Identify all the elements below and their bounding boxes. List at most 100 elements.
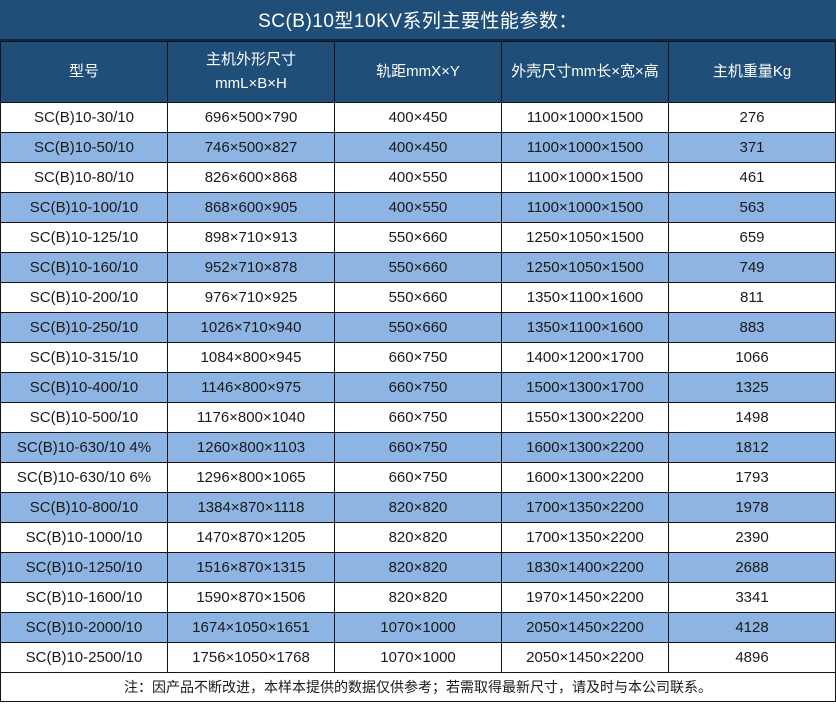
table-row: SC(B)10-2000/10 1674×1050×1651 1070×1000 20… [0,612,836,643]
cell: 746×500×827 [167,132,335,163]
cell: SC(B)10-630/10 6% [0,462,168,493]
cell: 550×660 [334,312,502,343]
cell: 1296×800×1065 [167,462,335,493]
cell: 550×660 [334,282,502,313]
table-row: SC(B)10-630/10 6% 1296×800×1065 660×750 160… [0,462,836,493]
cell: 1830×1400×2200 [501,552,669,583]
cell: 820×820 [334,582,502,613]
cell: 660×750 [334,462,502,493]
column-header: 轨距mmX×Y [334,41,502,103]
cell: 1026×710×940 [167,312,335,343]
cell: 820×820 [334,492,502,523]
cell: 696×500×790 [167,102,335,133]
table-row: SC(B)10-500/10 1176×800×1040 660×750 1550×1… [0,402,836,433]
cell: 820×820 [334,552,502,583]
cell: 660×750 [334,432,502,463]
cell: 1100×1000×1500 [501,192,669,223]
table-body: SC(B)10-30/10 696×500×790 400×450 1100×1000… [0,102,836,673]
cell: 1325 [668,372,836,403]
header-row: 型号 主机外形尺寸 mmL×B×H 轨距mmX×Y 外壳尺寸mm长×宽×高 主机重量Kg [0,41,836,103]
cell: 1260×800×1103 [167,432,335,463]
cell: SC(B)10-125/10 [0,222,168,253]
table-row: SC(B)10-630/10 4% 1260×800×1103 660×750 160… [0,432,836,463]
cell: 1070×1000 [334,612,502,643]
table-row: SC(B)10-250/10 1026×710×940 550×660 1350×11… [0,312,836,343]
cell: 826×600×868 [167,162,335,193]
cell: 1100×1000×1500 [501,102,669,133]
table-header: 型号 主机外形尺寸 mmL×B×H 轨距mmX×Y 外壳尺寸mm长×宽×高 主机重量Kg [0,41,836,103]
cell: 1384×870×1118 [167,492,335,523]
cell: 1978 [668,492,836,523]
cell: SC(B)10-400/10 [0,372,168,403]
cell: SC(B)10-1600/10 [0,582,168,613]
cell: 1700×1350×2200 [501,522,669,553]
cell: 660×750 [334,402,502,433]
cell: SC(B)10-2500/10 [0,642,168,673]
cell: 1070×1000 [334,642,502,673]
column-header: 主机重量Kg [668,41,836,103]
cell: 811 [668,282,836,313]
cell: SC(B)10-2000/10 [0,612,168,643]
cell: 1970×1450×2200 [501,582,669,613]
cell: 3341 [668,582,836,613]
cell: 400×450 [334,102,502,133]
cell: SC(B)10-1250/10 [0,552,168,583]
table-row: SC(B)10-1600/10 1590×870×1506 820×820 1970×… [0,582,836,613]
cell: SC(B)10-100/10 [0,192,168,223]
cell: 820×820 [334,522,502,553]
table-row: SC(B)10-50/10 746×500×827 400×450 1100×1000… [0,132,836,163]
cell: 400×450 [334,132,502,163]
cell: SC(B)10-50/10 [0,132,168,163]
cell: 1470×870×1205 [167,522,335,553]
table-row: SC(B)10-800/10 1384×870×1118 820×820 1700×1… [0,492,836,523]
cell: 2390 [668,522,836,553]
cell: 1100×1000×1500 [501,162,669,193]
cell: 1100×1000×1500 [501,132,669,163]
column-header: 外壳尺寸mm长×宽×高 [501,41,669,103]
cell: 1250×1050×1500 [501,222,669,253]
cell: 371 [668,132,836,163]
cell: SC(B)10-30/10 [0,102,168,133]
cell: 868×600×905 [167,192,335,223]
cell: 1498 [668,402,836,433]
cell: 1674×1050×1651 [167,612,335,643]
table-footer: 注：因产品不断改进，本样本提供的数据仅供参考；若需取得最新尺寸，请及时与本公司联… [0,672,836,702]
cell: SC(B)10-315/10 [0,342,168,373]
column-header: 主机外形尺寸 mmL×B×H [167,41,335,103]
column-header: 型号 [0,41,168,103]
cell: 1516×870×1315 [167,552,335,583]
cell: 1600×1300×2200 [501,432,669,463]
cell: SC(B)10-160/10 [0,252,168,283]
cell: 1084×800×945 [167,342,335,373]
cell: 1793 [668,462,836,493]
cell: 660×750 [334,342,502,373]
cell: 1400×1200×1700 [501,342,669,373]
cell: SC(B)10-1000/10 [0,522,168,553]
table-row: SC(B)10-400/10 1146×800×975 660×750 1500×13… [0,372,836,403]
cell: 1500×1300×1700 [501,372,669,403]
cell: 2688 [668,552,836,583]
cell: 276 [668,102,836,133]
cell: 659 [668,222,836,253]
table-row: SC(B)10-315/10 1084×800×945 660×750 1400×12… [0,342,836,373]
cell: SC(B)10-500/10 [0,402,168,433]
table-row: SC(B)10-160/10 952×710×878 550×660 1250×105… [0,252,836,283]
cell: 883 [668,312,836,343]
cell: SC(B)10-80/10 [0,162,168,193]
cell: 1176×800×1040 [167,402,335,433]
cell: SC(B)10-200/10 [0,282,168,313]
cell: 4128 [668,612,836,643]
cell: 660×750 [334,372,502,403]
cell: 1550×1300×2200 [501,402,669,433]
table-row: SC(B)10-80/10 826×600×868 400×550 1100×1000… [0,162,836,193]
cell: 550×660 [334,252,502,283]
table-row: SC(B)10-200/10 976×710×925 550×660 1350×110… [0,282,836,313]
cell: 1600×1300×2200 [501,462,669,493]
table-row: SC(B)10-100/10 868×600×905 400×550 1100×100… [0,192,836,223]
cell: 1350×1100×1600 [501,312,669,343]
table-row: SC(B)10-30/10 696×500×790 400×450 1100×1000… [0,102,836,133]
cell: 1590×870×1506 [167,582,335,613]
cell: 4896 [668,642,836,673]
table-row: SC(B)10-2500/10 1756×1050×1768 1070×1000 20… [0,642,836,673]
